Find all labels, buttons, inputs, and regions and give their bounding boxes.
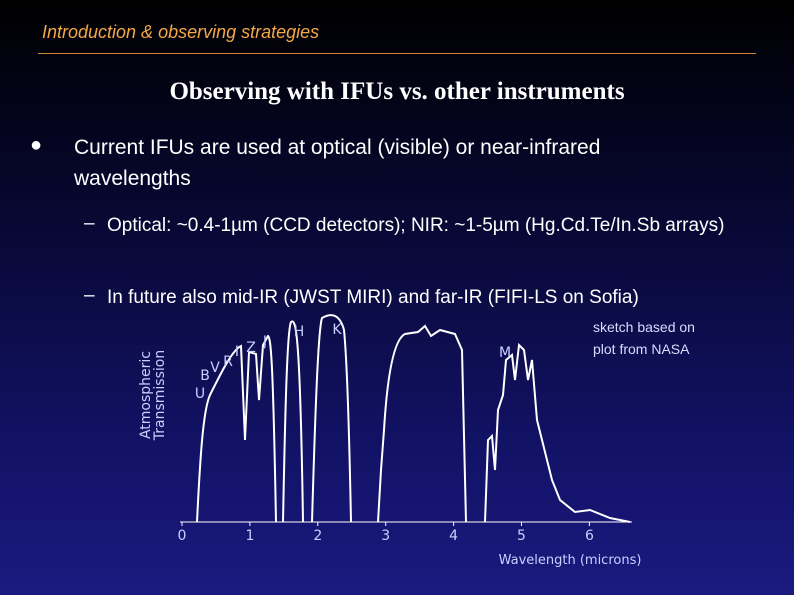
band-label: U — [195, 386, 205, 402]
band-label: M — [499, 345, 511, 361]
x-tick-label: 5 — [517, 528, 526, 544]
x-tick-label: 6 — [585, 528, 594, 544]
y-axis-label: Atmospheric — [138, 351, 154, 439]
band-label: J — [262, 334, 267, 350]
header-rule — [38, 53, 756, 54]
sub-bullet: In future also mid-IR (JWST MIRI) and fa… — [107, 287, 639, 308]
header-title: Introduction & observing strategies — [42, 22, 320, 42]
band-label: H — [294, 324, 305, 340]
band-label: I — [235, 344, 239, 360]
x-axis-label: Wavelength (microns) — [499, 553, 642, 568]
dash: – — [84, 285, 95, 306]
x-tick-label: 0 — [178, 528, 187, 544]
x-tick-label: 4 — [449, 528, 458, 544]
transmission-curve — [196, 314, 631, 523]
bullet: Current IFUs are used at optical (visibl… — [74, 136, 601, 190]
figure-note: sketch based on — [593, 319, 695, 335]
band-label: V — [210, 360, 220, 376]
band-label: K — [332, 322, 342, 338]
dash: – — [84, 213, 95, 234]
x-tick-label: 1 — [245, 528, 254, 544]
band-label: Z — [246, 340, 256, 356]
sub-bullet: Optical: ~0.4-1µm (CCD detectors); NIR: … — [107, 215, 725, 236]
slide-title: Observing with IFUs vs. other instrument… — [169, 78, 625, 105]
band-label: B — [200, 368, 210, 384]
x-tick-label: 2 — [313, 528, 322, 544]
bullet-dot: ● — [30, 134, 43, 156]
band-label: R — [223, 354, 233, 370]
figure-note: plot from NASA — [593, 341, 690, 357]
y-axis-label: Transmission — [152, 350, 168, 441]
x-tick-label: 3 — [381, 528, 390, 544]
